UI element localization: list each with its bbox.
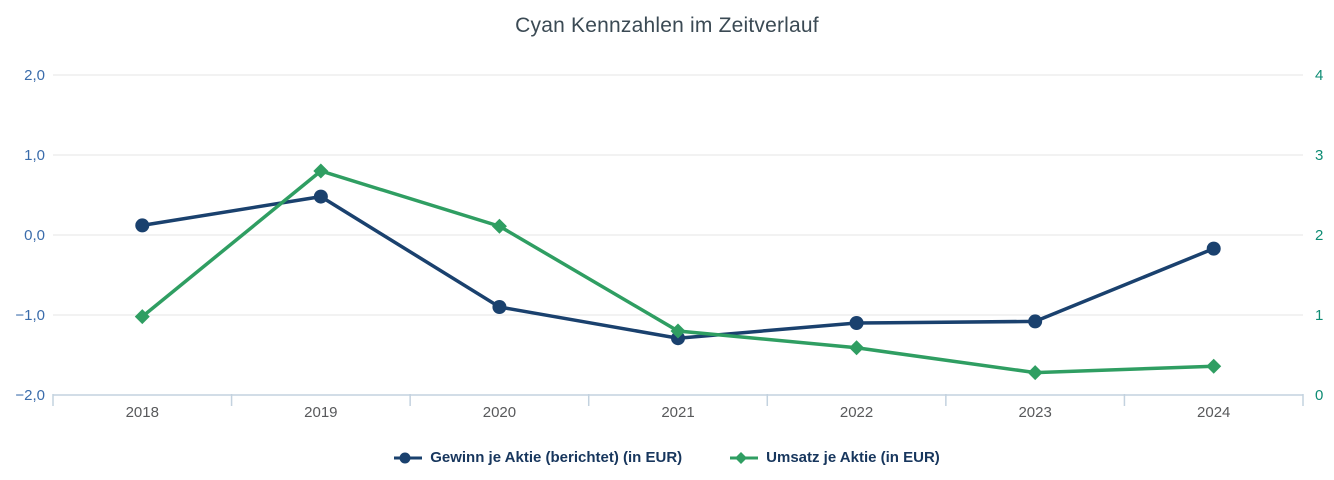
x-axis-label: 2018	[126, 404, 159, 421]
left-axis-tick-label: 1,0	[24, 147, 45, 164]
chart-legend: Gewinn je Aktie (berichtet) (in EUR) Ums…	[0, 449, 1334, 466]
data-point-diamond	[670, 323, 686, 339]
data-point-circle	[492, 300, 507, 314]
chart-title: Cyan Kennzahlen im Zeitverlauf	[515, 14, 819, 37]
left-axis-tick-label: 0,0	[24, 227, 45, 244]
x-axis-label: 2019	[304, 404, 337, 421]
x-axis-label: 2023	[1018, 404, 1051, 421]
right-axis-tick-label: 1	[1315, 307, 1323, 324]
data-point-circle	[1206, 241, 1221, 256]
data-point-circle	[135, 218, 150, 233]
right-axis-tick-label: 2	[1315, 227, 1323, 244]
data-point-diamond	[313, 163, 329, 179]
legend-item-gewinn-je-aktie[interactable]: Gewinn je Aktie (berichtet) (in EUR)	[394, 449, 682, 466]
left-axis-tick-label: 2,0	[24, 67, 45, 84]
data-point-diamond	[1206, 358, 1222, 374]
x-axis-label: 2021	[661, 404, 694, 421]
series-line-1	[142, 194, 1215, 340]
right-axis-tick-label: 3	[1315, 147, 1323, 164]
right-axis-tick-label: 0	[1315, 387, 1323, 404]
right-axis-tick-label: 4	[1315, 67, 1323, 84]
data-point-diamond	[1027, 365, 1043, 381]
legend-item-umsatz-je-aktie[interactable]: Umsatz je Aktie (in EUR)	[730, 449, 940, 466]
legend-label-umsatz: Umsatz je Aktie (in EUR)	[766, 449, 940, 466]
left-axis-tick-label: −2,0	[15, 387, 45, 404]
line-circle-marker-icon	[394, 452, 423, 463]
left-axis-tick-label: −1,0	[15, 307, 45, 324]
legend-label-gewinn: Gewinn je Aktie (berichtet) (in EUR)	[430, 449, 683, 466]
x-axis-label: 2024	[1197, 404, 1230, 421]
x-axis-label: 2022	[840, 404, 873, 421]
line-diamond-marker-icon	[730, 451, 759, 464]
data-point-diamond	[491, 218, 507, 234]
data-point-diamond	[134, 309, 150, 325]
data-point-circle	[1028, 314, 1043, 329]
data-point-circle	[849, 316, 864, 330]
data-point-diamond	[849, 340, 865, 356]
x-axis-label: 2020	[483, 404, 516, 421]
data-point-circle	[313, 189, 328, 204]
